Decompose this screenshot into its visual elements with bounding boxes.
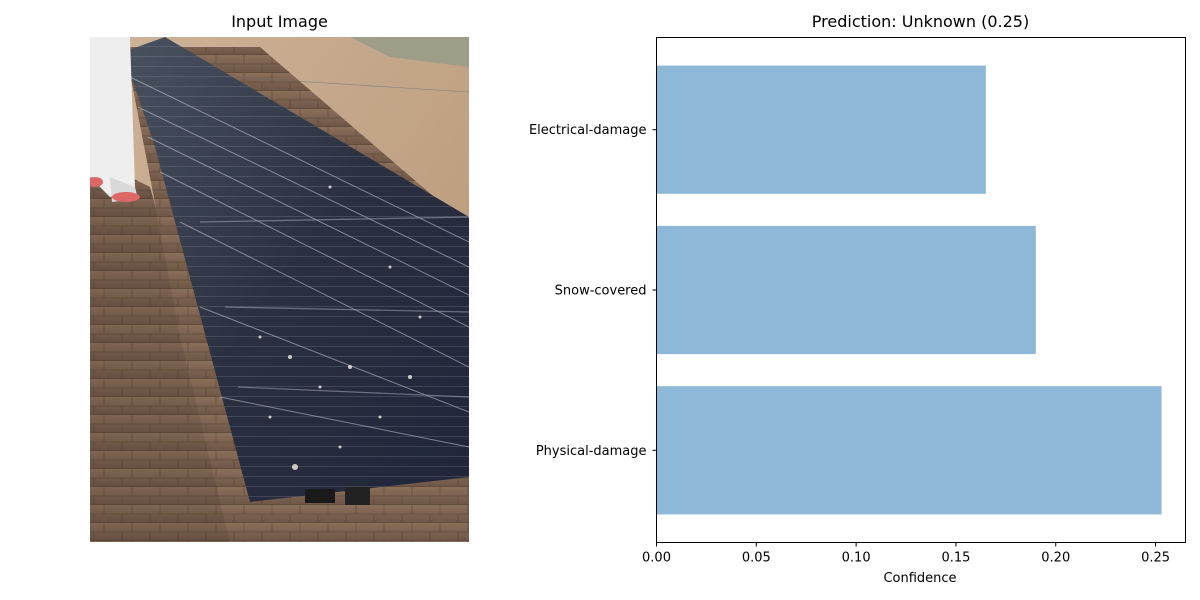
solar-panel-photo	[90, 37, 469, 542]
bar-snow-covered	[656, 225, 1036, 355]
plot-frame	[656, 37, 1186, 543]
x-tick-label: 0.05	[742, 551, 771, 566]
y-tick-label: Physical-damage	[536, 444, 647, 459]
bar-physical-damage	[656, 386, 1162, 515]
x-axis-label: Confidence	[883, 571, 956, 586]
chart-title: Prediction: Unknown (0.25)	[811, 12, 1030, 31]
x-tick-label: 0.15	[941, 551, 970, 566]
x-tick-label: 0.00	[642, 551, 671, 566]
input-image-title: Input Image	[231, 12, 328, 31]
x-tick-label: 0.20	[1041, 551, 1070, 566]
y-tick-label: Snow-covered	[555, 284, 647, 299]
x-tick-label: 0.25	[1141, 551, 1170, 566]
y-tick-label: Electrical-damage	[529, 123, 647, 138]
x-tick-label: 0.10	[842, 551, 871, 566]
bar-electrical-damage	[656, 65, 986, 194]
